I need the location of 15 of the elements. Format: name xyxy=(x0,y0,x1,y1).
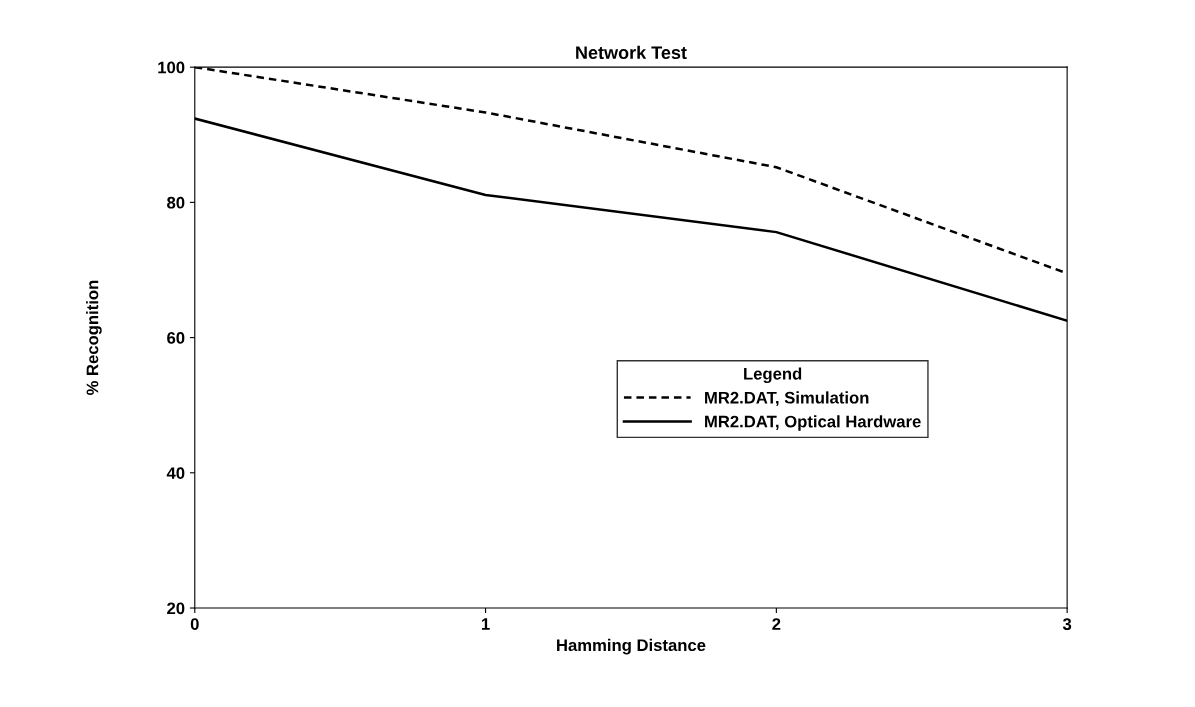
y-axis-title: % Recognition xyxy=(86,280,102,396)
x-axis-title: Hamming Distance xyxy=(557,638,706,655)
legend-label: MR2.DAT, Simulation xyxy=(705,391,869,407)
legend-label: MR2.DAT, Optical Hardware xyxy=(705,415,921,431)
x-tick-label: 3 xyxy=(1062,618,1072,631)
x-tick-label: 2 xyxy=(772,618,781,630)
x-tick-label: 1 xyxy=(481,618,490,630)
chart-title: Network Test xyxy=(576,45,687,60)
y-tick-label: 20 xyxy=(167,602,185,615)
y-tick-label: 60 xyxy=(167,331,185,344)
y-tick-label: 40 xyxy=(166,467,185,480)
y-tick-label: 100 xyxy=(158,61,185,74)
y-tick-label: 80 xyxy=(167,196,185,209)
x-tick-label: 0 xyxy=(190,618,199,630)
legend-title: Legend xyxy=(744,367,802,384)
